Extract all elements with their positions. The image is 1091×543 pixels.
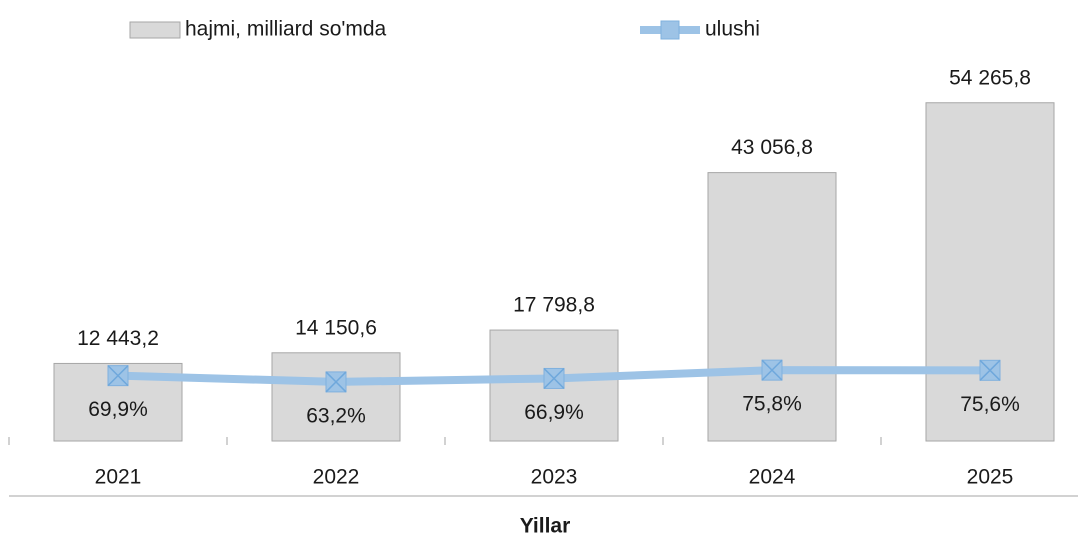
marker-cross: [543, 367, 565, 389]
marker-cross: [107, 365, 129, 387]
bar-label: 17 798,8: [513, 294, 595, 317]
legend-marker: [660, 20, 680, 40]
line-label: 63,2%: [306, 404, 366, 427]
bar-label: 12 443,2: [77, 327, 159, 350]
line-label: 75,8%: [742, 393, 802, 416]
line-label: 69,9%: [88, 398, 148, 421]
legend-label: ulushi: [705, 18, 760, 41]
bar-label: 54 265,8: [949, 66, 1031, 89]
marker-cross: [979, 359, 1001, 381]
legend-swatch: [129, 21, 181, 39]
x-tick-label: 2022: [313, 466, 360, 489]
x-tick-label: 2021: [95, 466, 142, 489]
marker-cross: [325, 371, 347, 393]
bar-label: 43 056,8: [731, 136, 813, 159]
line-label: 75,6%: [960, 393, 1020, 416]
bar: [271, 352, 401, 442]
x-tick-label: 2023: [531, 466, 578, 489]
x-tick-label: 2025: [967, 466, 1014, 489]
bar: [707, 172, 837, 442]
bar: [925, 102, 1055, 442]
x-axis-title: Yillar: [520, 515, 571, 538]
legend-label: hajmi, milliard so'mda: [185, 18, 387, 41]
marker-cross: [761, 359, 783, 381]
bar-label: 14 150,6: [295, 316, 377, 339]
line-label: 66,9%: [524, 401, 584, 424]
x-tick-label: 2024: [749, 466, 796, 489]
